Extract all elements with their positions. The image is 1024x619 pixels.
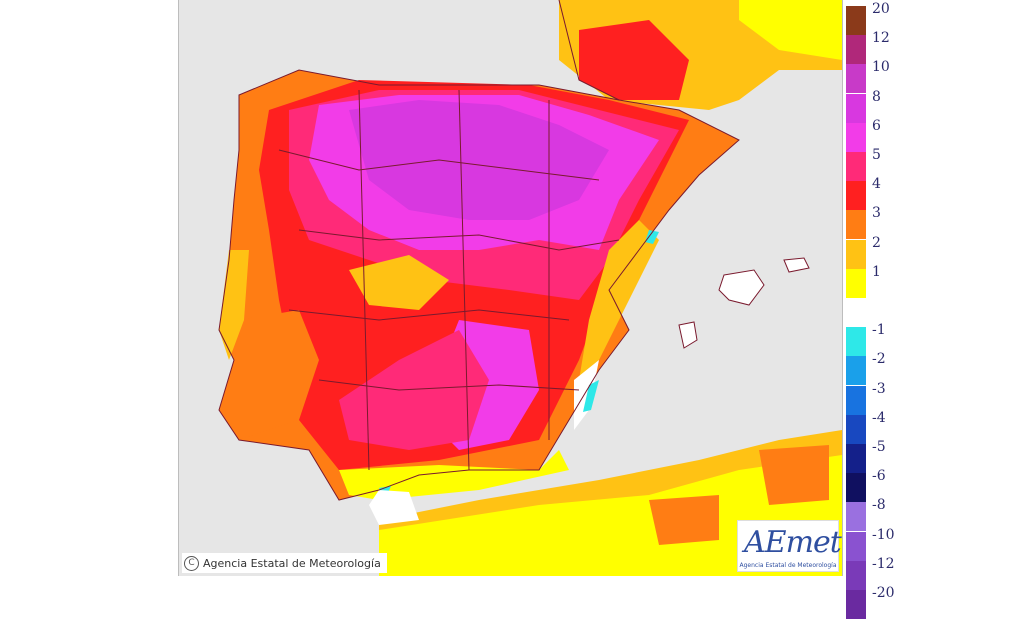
copyright-icon: C <box>184 555 199 571</box>
legend-swatch <box>846 239 866 269</box>
legend-label: 20 <box>872 1 890 17</box>
legend-label: 3 <box>872 205 881 222</box>
legend-label: -6 <box>872 468 886 485</box>
legend-swatch <box>846 298 866 327</box>
legend-label: -3 <box>872 380 886 397</box>
legend-swatch <box>846 502 866 532</box>
legend-label: -4 <box>872 409 886 426</box>
legend-label: -8 <box>872 497 886 514</box>
legend-label: 2 <box>872 234 881 251</box>
legend-swatch <box>846 444 866 473</box>
legend-label: -1 <box>872 322 886 339</box>
legend-swatch <box>846 181 866 211</box>
balearic-ibiza <box>678 321 698 349</box>
legend-swatch <box>846 64 866 94</box>
legend-swatch <box>846 268 866 298</box>
legend-swatch <box>846 6 866 35</box>
south-pink-zone <box>339 330 489 450</box>
legend-swatch <box>846 560 866 590</box>
southeast-coast-white <box>574 360 599 430</box>
legend-label: 4 <box>872 176 881 193</box>
france-heat-region <box>579 20 689 100</box>
southwest-orange <box>219 310 319 440</box>
logo-name: AEmet <box>744 525 842 560</box>
legend-swatch <box>846 93 866 123</box>
cold-anomaly-1 <box>583 380 599 412</box>
legend-label: 5 <box>872 147 881 163</box>
legend-swatch <box>846 210 866 240</box>
copyright-notice: C Agencia Estatal de Meteorología <box>182 553 387 573</box>
legend-swatch <box>846 122 866 152</box>
gibraltar-white <box>369 490 419 525</box>
legend-swatch <box>846 385 866 415</box>
legend-label: -2 <box>872 351 886 368</box>
legend-swatch <box>846 356 866 386</box>
balearic-mallorca <box>718 269 765 306</box>
copyright-text: Agencia Estatal de Meteorología <box>203 556 381 570</box>
legend-label: 8 <box>872 88 881 105</box>
legend-label: 1 <box>872 263 881 280</box>
north-africa-yellow <box>379 455 842 576</box>
north-africa-orange-patch-1 <box>649 495 719 545</box>
region-borders <box>218 0 740 501</box>
aemet-logo: AEmet Agencia Estatal de Meteorología <box>737 520 842 572</box>
north-africa-orange-patch-2 <box>759 445 829 505</box>
legend-label: -5 <box>872 439 886 455</box>
cold-anomaly-2 <box>645 230 659 244</box>
legend: 20 12 10 8 6 5 4 3 2 1 -1 -2 -3 -4 -5 -6 -8 -10 -12 -20 <box>846 2 906 619</box>
legend-swatch <box>846 327 866 357</box>
legend-label: 10 <box>872 59 890 76</box>
legend-label: 6 <box>872 117 881 134</box>
south-coast-yellow <box>339 450 569 500</box>
legend-label: 12 <box>872 30 890 47</box>
legend-swatch <box>846 531 866 561</box>
legend-label: -10 <box>872 526 895 543</box>
france-northeast <box>739 0 842 60</box>
temperature-anomaly-map <box>178 0 843 576</box>
iberia-violet-zone <box>349 100 609 220</box>
legend-label: -12 <box>872 555 895 572</box>
legend-label: -20 <box>872 585 895 601</box>
legend-swatch <box>846 473 866 503</box>
legend-swatch <box>846 414 866 444</box>
legend-swatch <box>846 152 866 181</box>
legend-swatch <box>846 35 866 65</box>
map-canvas <box>179 0 842 576</box>
central-yellow <box>349 255 449 310</box>
east-coast-yellow <box>579 220 659 380</box>
logo-subtitle: Agencia Estatal de Meteorología <box>739 562 837 569</box>
legend-swatch <box>846 590 866 619</box>
balearic-menorca <box>783 257 810 273</box>
